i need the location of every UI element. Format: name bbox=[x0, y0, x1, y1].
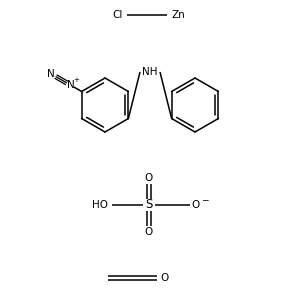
Text: N: N bbox=[67, 81, 75, 91]
Text: HO: HO bbox=[92, 200, 108, 210]
Text: O: O bbox=[192, 200, 200, 210]
Text: O: O bbox=[145, 173, 153, 183]
Text: Zn: Zn bbox=[171, 10, 185, 20]
Text: O: O bbox=[145, 227, 153, 237]
Text: +: + bbox=[73, 77, 79, 84]
Text: O: O bbox=[161, 273, 169, 283]
Text: NH: NH bbox=[142, 67, 158, 77]
Text: Cl: Cl bbox=[113, 10, 123, 20]
Text: S: S bbox=[145, 199, 153, 211]
Text: N: N bbox=[47, 69, 55, 79]
Text: −: − bbox=[201, 196, 209, 204]
